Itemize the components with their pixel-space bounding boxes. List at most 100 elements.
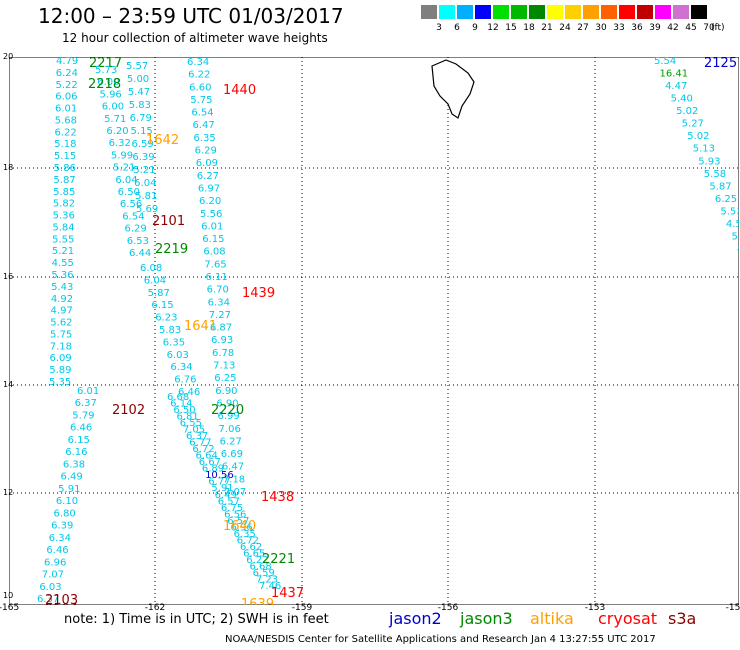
pass-label-2125: 2125 xyxy=(704,57,737,71)
scale-label-45: 45 xyxy=(685,23,697,33)
wave-height-value: 5.58 xyxy=(704,169,726,180)
wave-height-value: 6.90 xyxy=(216,398,238,409)
wave-height-value: 6.55 xyxy=(180,418,202,429)
wave-height-value: 6.46 xyxy=(46,545,68,556)
wave-height-value: 5.36 xyxy=(51,270,73,281)
wave-height-value: 6.24 xyxy=(56,68,78,79)
wave-height-value: 7.18 xyxy=(223,474,245,485)
wave-height-value: 6.22 xyxy=(54,127,76,138)
wave-height-value: 5.21 xyxy=(113,163,135,174)
wave-height-value: 6.37 xyxy=(37,594,59,605)
wave-height-value: 6.01 xyxy=(201,221,223,232)
wave-height-value: 6.00 xyxy=(97,77,119,88)
wave-height-value: 5.71 xyxy=(104,114,126,125)
scale-label-27: 27 xyxy=(577,23,589,33)
wave-height-value: 6.34 xyxy=(187,57,209,68)
wave-height-value: 6.44 xyxy=(129,248,151,259)
wave-height-value: 6.00 xyxy=(102,102,124,113)
wave-height-value: 5.87 xyxy=(709,181,731,192)
wave-height-value: 5.62 xyxy=(50,318,72,329)
wave-height-value: 6.27 xyxy=(220,436,242,447)
scale-label-39: 39 xyxy=(649,23,661,33)
wave-height-value: 5.89 xyxy=(49,365,71,376)
wave-height-value: 6.25 xyxy=(214,373,236,384)
scale-label-15: 15 xyxy=(505,23,517,33)
wave-height-map: 4.796.245.226.066.015.686.225.185.155.86… xyxy=(9,57,739,605)
lat-tick-label: 16 xyxy=(3,272,14,281)
wave-height-value: 5.13 xyxy=(693,144,715,155)
legend-jason3: jason3 xyxy=(460,609,513,628)
pass-label-2104: 2104 xyxy=(45,602,78,605)
wave-height-value: 5.22 xyxy=(55,80,77,91)
scale-label-21: 21 xyxy=(541,23,553,33)
wave-height-value: 7.07 xyxy=(224,487,246,498)
scale-label-9: 9 xyxy=(472,23,478,33)
wave-height-value: 10.56 xyxy=(205,470,234,481)
wave-height-value: 4.47 xyxy=(665,81,687,92)
scale-swatch-39 xyxy=(637,5,653,19)
wave-height-value: 6.68 xyxy=(167,392,189,403)
pass-label-2221: 2221 xyxy=(262,552,295,567)
wave-height-value: 5.85 xyxy=(53,187,75,198)
scale-label-12: 12 xyxy=(487,23,499,33)
pass-label-1639: 1639 xyxy=(241,597,274,605)
map-subtitle: 12 hour collection of altimeter wave hei… xyxy=(62,31,328,45)
scale-swatch-18 xyxy=(511,5,527,19)
wave-height-value: 6.99 xyxy=(217,411,239,422)
altimeter-tracks: 4.796.245.226.066.015.686.225.185.155.86… xyxy=(37,57,739,605)
wave-height-value: 6.35 xyxy=(234,529,256,540)
wave-height-value: 6.08 xyxy=(140,263,162,274)
wave-height-value: 5.73 xyxy=(95,65,117,76)
lon-tick-label: -165 xyxy=(0,603,20,613)
scale-label-42: 42 xyxy=(667,23,679,33)
wave-height-value: 6.27 xyxy=(197,171,219,182)
wave-height-value: 6.59 xyxy=(131,139,153,150)
wave-height-value: 5.82 xyxy=(53,199,75,210)
wave-height-value: 5.57 xyxy=(126,61,148,72)
wave-height-value: 6.96 xyxy=(230,522,252,533)
map-title: 12:00 – 23:59 UTC 01/03/2017 xyxy=(38,4,344,28)
wave-height-value: 6.68 xyxy=(249,561,271,572)
lon-tick-label: -162 xyxy=(144,603,166,613)
wave-height-value: 6.46 xyxy=(178,387,200,398)
wave-height-value: 6.04 xyxy=(144,275,166,286)
wave-height-value: 6.47 xyxy=(192,120,214,131)
wave-height-value: 6.46 xyxy=(70,423,92,434)
wave-height-value: 6.65 xyxy=(243,548,265,559)
pass-label-2219: 2219 xyxy=(155,242,188,257)
wave-height-value: 6.34 xyxy=(49,533,71,544)
lon-tick-label: -156 xyxy=(437,603,459,613)
wave-height-value: 6.80 xyxy=(53,508,75,519)
pass-label-2102: 2102 xyxy=(112,403,145,418)
wave-height-value: 6.49 xyxy=(215,490,237,501)
scale-swatch-33 xyxy=(601,5,617,19)
wave-height-value: 5.87 xyxy=(53,175,75,186)
legend-s3a: s3a xyxy=(668,609,697,628)
wave-height-value: 7.23 xyxy=(256,574,278,585)
wave-height-value: 7.27 xyxy=(209,310,231,321)
wave-height-value: 5.79 xyxy=(72,410,94,421)
wave-height-value: 6.87 xyxy=(210,323,232,334)
wave-height-value: 6.03 xyxy=(167,350,189,361)
wave-height-value: 5.91 xyxy=(58,484,80,495)
legend-jason2: jason2 xyxy=(389,609,442,628)
pass-label-1642: 1642 xyxy=(146,133,179,148)
wave-height-value: 5.36 xyxy=(53,211,75,222)
wave-height-value: 6.39 xyxy=(132,152,154,163)
wave-height-value: 6.49 xyxy=(61,472,83,483)
wave-height-value: 5.84 xyxy=(52,222,74,233)
wave-height-value: 5.54 xyxy=(654,57,676,67)
wave-height-value: 7.06 xyxy=(219,424,241,435)
wave-height-value: 6.34 xyxy=(170,362,192,373)
wave-height-value: 6.78 xyxy=(212,348,234,359)
scale-label-24: 24 xyxy=(559,23,571,33)
wave-height-value: 5.53 xyxy=(720,206,739,217)
wave-height-value: 6.01 xyxy=(55,104,77,115)
wave-height-value: 6.16 xyxy=(65,447,87,458)
pass-label-1438: 1438 xyxy=(261,490,294,505)
wave-height-value: 6.62 xyxy=(240,542,262,553)
wave-height-value: 6.11 xyxy=(206,272,228,283)
wave-height-value: 6.37 xyxy=(186,431,208,442)
lon-tick-label: -15 xyxy=(725,603,740,613)
wave-height-value: 6.22 xyxy=(188,70,210,81)
